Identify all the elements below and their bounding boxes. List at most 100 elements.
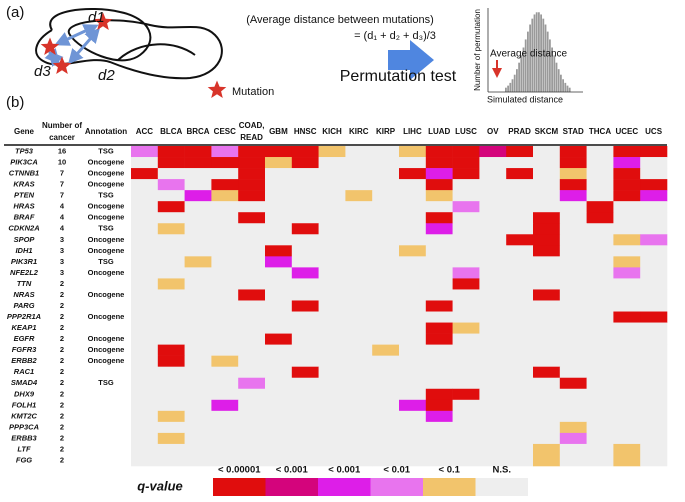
heatmap-cell — [345, 322, 373, 334]
hist-bar — [529, 24, 531, 92]
heatmap-cell — [533, 212, 561, 224]
heatmap-cell — [131, 399, 159, 412]
heatmap-cell — [372, 410, 400, 423]
heatmap-cell — [479, 190, 507, 202]
heatmap-cell — [157, 223, 185, 235]
heatmap-cell — [157, 256, 185, 268]
legend-label: N.S. — [493, 465, 511, 476]
heatmap-cell — [211, 212, 239, 224]
heatmap-cell — [506, 146, 534, 158]
heatmap-cell — [533, 190, 561, 202]
heatmap-cell — [479, 146, 507, 158]
heatmap-cell — [238, 344, 266, 356]
heatmap-cell — [372, 333, 400, 345]
heatmap-cell — [238, 179, 266, 191]
heatmap-cell — [184, 168, 212, 180]
heatmap-cell — [291, 245, 319, 257]
heatmap-cell — [640, 443, 668, 456]
heatmap-cell — [506, 201, 534, 213]
test-label: Permutation test — [340, 68, 457, 85]
heatmap-cell — [157, 168, 185, 180]
heatmap-cell — [157, 410, 185, 423]
hist-bar — [560, 74, 562, 92]
gene-label: FGG — [16, 455, 32, 464]
legend-star — [207, 80, 227, 98]
heatmap-cell — [452, 289, 480, 301]
heatmap-cell — [345, 311, 373, 323]
column-label: CESC — [214, 127, 236, 136]
hist-bar — [509, 82, 512, 92]
heatmap-cell — [640, 333, 668, 345]
heatmap-cell — [131, 168, 159, 180]
heatmap-cell — [157, 333, 185, 345]
legend-label: < 0.001 — [328, 465, 361, 476]
heatmap-cell — [184, 432, 212, 445]
heatmap-cell — [318, 289, 346, 301]
heatmap-cell — [372, 443, 400, 456]
heatmap-cell — [372, 322, 400, 334]
gene-label: KRAS — [13, 180, 34, 189]
heatmap-cell — [184, 399, 212, 412]
heatmap-cell — [345, 168, 373, 180]
heatmap-cell — [425, 157, 453, 169]
heatmap-cell — [479, 245, 507, 257]
heatmap-cell — [372, 377, 400, 390]
heatmap-cell — [399, 278, 427, 290]
heatmap-cell — [613, 234, 641, 246]
heatmap-cell — [479, 421, 507, 434]
column-label: SKCM — [535, 127, 559, 136]
annotation: Oncogene — [88, 246, 125, 255]
gene-label: DHX9 — [14, 389, 35, 398]
heatmap-cell — [211, 333, 239, 345]
heatmap-cell — [479, 410, 507, 423]
heatmap-cell — [291, 190, 319, 202]
heatmap-cell — [318, 201, 346, 213]
heatmap-cell — [157, 300, 185, 312]
heatmap-cell — [479, 322, 507, 334]
heatmap-cell — [318, 399, 346, 412]
cancer-count: 2 — [60, 356, 64, 365]
heatmap-cell — [479, 168, 507, 180]
cancer-count: 2 — [60, 279, 64, 288]
heatmap-cell — [184, 223, 212, 235]
column-label: LUAD — [428, 127, 450, 136]
heatmap-cell — [586, 179, 614, 191]
heatmap-cell — [559, 267, 587, 279]
heatmap-cell — [479, 289, 507, 301]
column-label: ACC — [136, 127, 154, 136]
heatmap-cell — [238, 234, 266, 246]
heatmap-cell — [265, 212, 293, 224]
heatmap-cell — [291, 454, 319, 467]
heatmap-cell — [345, 399, 373, 412]
heatmap-cell — [238, 377, 266, 390]
heatmap-cell — [586, 333, 614, 345]
heatmap-cell — [265, 190, 293, 202]
heatmap-cell — [131, 300, 159, 312]
cancer-count: 2 — [60, 444, 64, 453]
heatmap-cell — [131, 410, 159, 423]
heatmap-cell — [372, 399, 400, 412]
heatmap-cell — [318, 256, 346, 268]
heatmap-cell — [345, 212, 373, 224]
distance-label: d2 — [98, 67, 115, 84]
heatmap-cell — [345, 410, 373, 423]
heatmap-cell — [131, 388, 159, 401]
heatmap-cell — [318, 410, 346, 423]
heatmap-cell — [506, 344, 534, 356]
heatmap-cell — [586, 366, 614, 379]
heatmap-cell — [345, 344, 373, 356]
gene-label: PIK3CA — [10, 158, 38, 167]
heatmap-cell — [425, 311, 453, 323]
heatmap-cell — [372, 223, 400, 235]
heatmap-cell — [452, 432, 480, 445]
heatmap-cell — [184, 157, 212, 169]
heatmap-cell — [533, 410, 561, 423]
heatmap-cell — [184, 333, 212, 345]
heatmap-cell — [586, 421, 614, 434]
hist-bar — [549, 39, 551, 92]
heatmap-cell — [559, 421, 587, 434]
hist-bar — [522, 47, 525, 92]
heatmap-cell — [452, 377, 480, 390]
heatmap-cell — [533, 267, 561, 279]
gene-label: SMAD4 — [11, 378, 38, 387]
